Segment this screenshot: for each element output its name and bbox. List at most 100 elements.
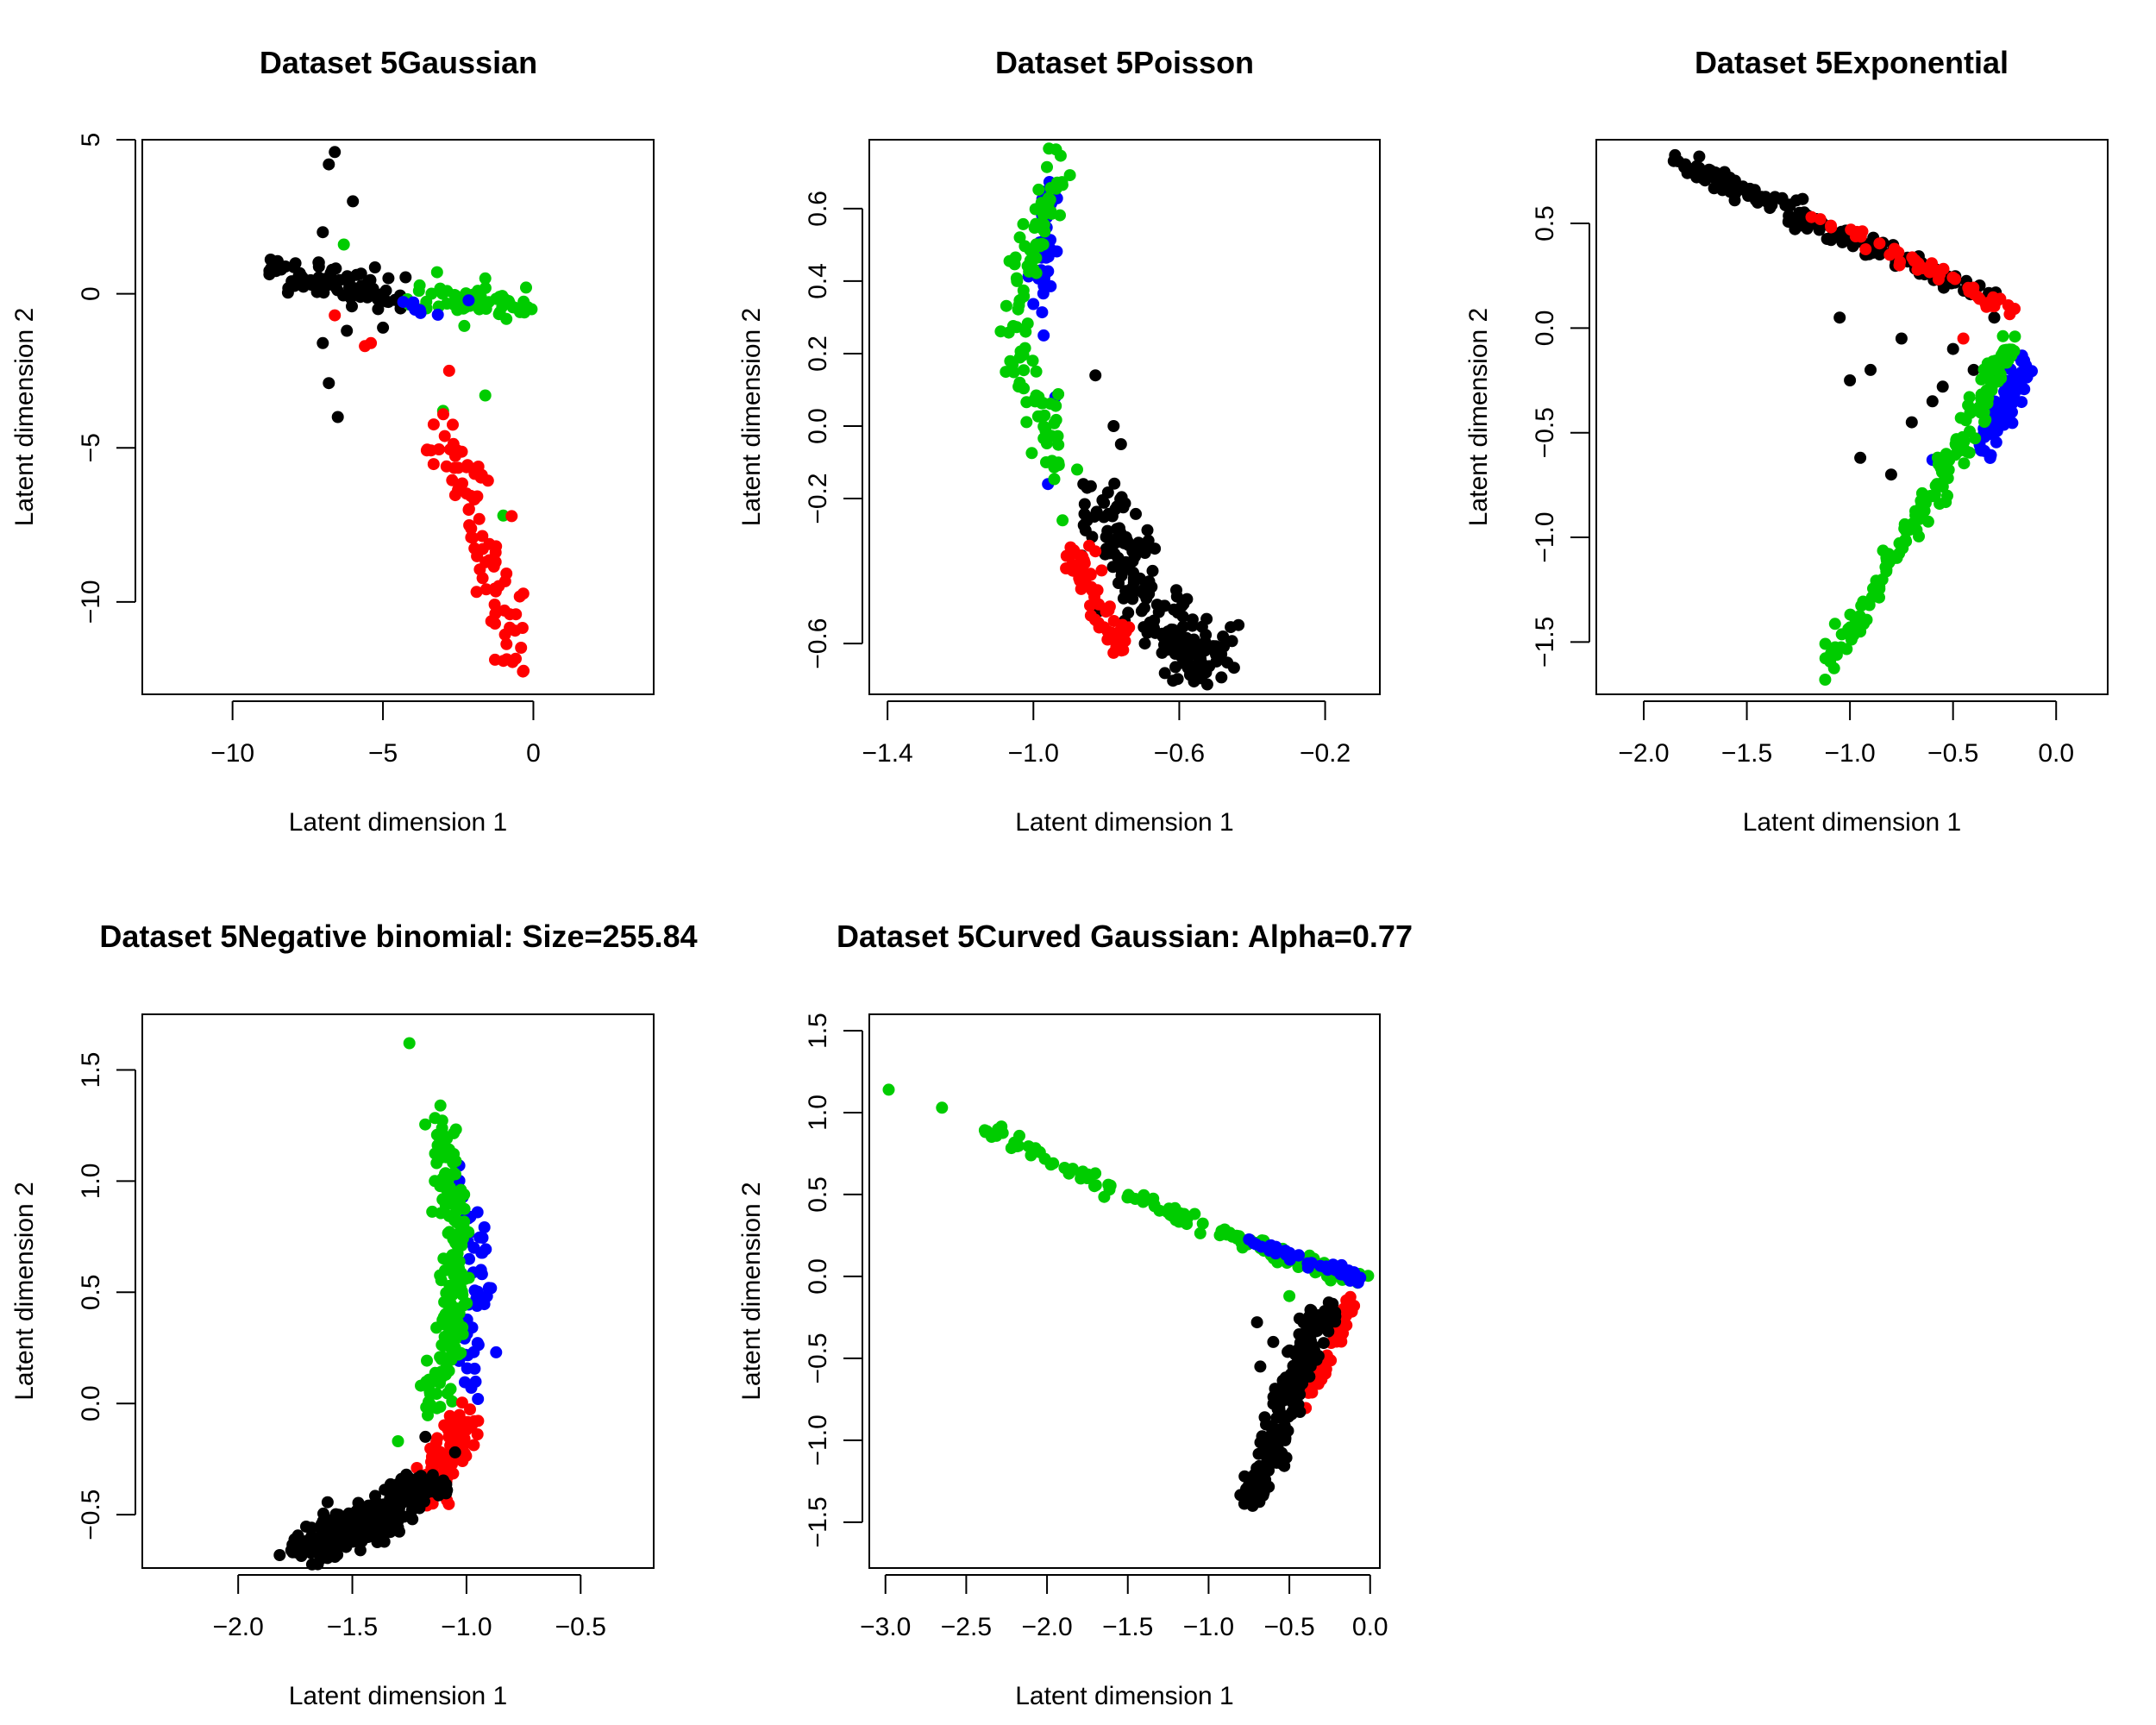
x-tick-label: −10 <box>210 739 254 768</box>
data-point <box>1054 149 1067 162</box>
x-tick-label: −2.5 <box>941 1613 992 1641</box>
y-tick-label: 0.5 <box>77 1274 105 1310</box>
data-point <box>1184 646 1197 659</box>
data-point <box>1894 255 1907 268</box>
data-point <box>1303 1371 1316 1383</box>
data-point <box>421 1354 433 1367</box>
data-point <box>1020 416 1033 429</box>
data-point <box>1098 496 1111 509</box>
data-point <box>1279 1371 1292 1384</box>
data-point <box>1225 621 1238 634</box>
data-point <box>458 1189 471 1201</box>
y-tick-label: −1.0 <box>804 1414 832 1465</box>
data-point <box>1709 166 1721 179</box>
data-point <box>1156 627 1169 640</box>
data-point <box>461 487 473 500</box>
y-tick-label: −1.5 <box>1531 617 1559 668</box>
data-point <box>368 261 381 273</box>
data-point <box>1052 459 1065 472</box>
data-point <box>1048 417 1061 430</box>
points <box>263 146 538 678</box>
data-point <box>440 1335 453 1348</box>
data-point <box>1194 1226 1206 1239</box>
x-tick-label: 0.0 <box>2038 739 2074 768</box>
data-point <box>412 285 425 298</box>
y-tick-label: 5 <box>77 133 105 147</box>
data-point <box>1269 1240 1282 1253</box>
data-point <box>488 599 501 611</box>
data-point <box>1148 1200 1161 1213</box>
x-tick-label: −1.4 <box>862 739 913 768</box>
data-point <box>1114 642 1127 655</box>
y-axis: −0.6 −0.2 0.0 0.2 0.4 0.6 Latent dimension 2 <box>737 191 863 669</box>
data-point <box>1854 230 1867 243</box>
data-point <box>1936 380 1949 393</box>
data-point <box>1883 548 1895 561</box>
y-tick-label: 1.5 <box>77 1052 105 1088</box>
data-point <box>440 460 453 473</box>
x-axis-label: Latent dimension 1 <box>1743 808 1962 837</box>
data-point <box>1981 397 1994 410</box>
data-point <box>1334 1331 1347 1344</box>
data-point <box>1175 1215 1188 1228</box>
data-point <box>1958 457 1971 470</box>
data-point <box>1949 437 1962 450</box>
data-point <box>1018 364 1031 377</box>
data-point <box>365 336 378 349</box>
data-point <box>1967 363 1980 376</box>
data-point <box>1020 396 1033 409</box>
data-point <box>281 286 294 299</box>
x-tick-label: −1.5 <box>1721 739 1772 768</box>
data-point <box>465 522 478 535</box>
data-point <box>312 256 325 269</box>
y-tick-label: −5 <box>77 433 105 462</box>
data-point <box>1319 1305 1332 1318</box>
data-point <box>1012 303 1025 316</box>
data-point <box>1742 190 1755 202</box>
data-point <box>995 1120 1008 1133</box>
data-point <box>468 542 481 555</box>
x-axis-label: Latent dimension 1 <box>1015 1682 1234 1710</box>
data-point <box>1115 569 1128 582</box>
data-point <box>415 1379 427 1392</box>
data-point <box>384 1526 397 1539</box>
data-point <box>1138 1189 1150 1201</box>
data-point <box>317 226 329 239</box>
data-point <box>1107 420 1120 432</box>
data-point <box>1130 507 1142 520</box>
data-point <box>489 546 502 559</box>
data-point <box>1292 1261 1305 1273</box>
data-point <box>1009 251 1022 264</box>
data-point <box>1098 621 1110 634</box>
data-point <box>446 1249 459 1262</box>
data-point <box>1044 193 1056 206</box>
data-point <box>1833 311 1846 324</box>
y-tick-label: 1.0 <box>804 1095 832 1131</box>
data-point <box>1150 599 1163 612</box>
panel-5: Dataset 5Curved Gaussian: Alpha=0.77 −3.0… <box>737 919 1413 1710</box>
data-point <box>462 503 475 516</box>
data-point <box>1024 264 1037 277</box>
data-point <box>1227 662 1240 674</box>
data-point <box>1996 410 2009 423</box>
data-point <box>1329 1315 1342 1328</box>
y-tick-label: −1.0 <box>1531 511 1559 562</box>
data-point <box>1026 354 1039 367</box>
data-point <box>347 1532 360 1545</box>
y-tick-label: 0.0 <box>804 408 832 444</box>
data-point <box>1819 674 1832 686</box>
data-point <box>1129 549 1142 561</box>
data-point <box>321 1496 334 1509</box>
data-point <box>1305 1257 1318 1270</box>
data-point <box>505 510 518 523</box>
data-point <box>434 1099 447 1112</box>
data-point <box>1978 416 1990 429</box>
data-point <box>360 1517 373 1529</box>
panel-title: Dataset 5Curved Gaussian: Alpha=0.77 <box>837 919 1413 954</box>
data-point <box>1050 399 1062 412</box>
data-point <box>1853 610 1866 623</box>
data-point <box>1017 217 1030 230</box>
data-point <box>1308 1314 1321 1327</box>
data-point <box>1066 558 1079 571</box>
data-point <box>372 303 385 316</box>
